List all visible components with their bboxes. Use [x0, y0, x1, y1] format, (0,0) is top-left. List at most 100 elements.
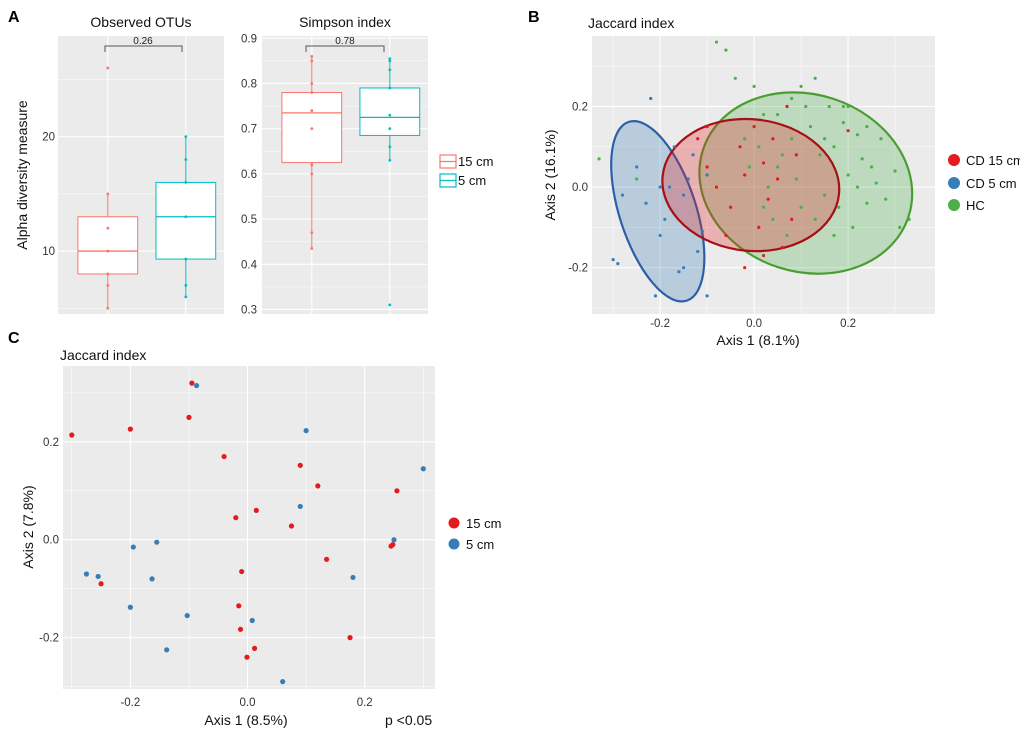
data-point — [394, 488, 400, 494]
data-point — [907, 217, 911, 221]
y-tick-labels-c: -0.2 0.0 0.2 — [39, 437, 59, 645]
data-point — [855, 185, 860, 189]
data-point — [390, 542, 396, 548]
data-point — [98, 581, 104, 587]
data-point — [714, 40, 719, 44]
data-point — [775, 165, 780, 169]
data-point — [780, 245, 784, 250]
data-point — [184, 158, 188, 161]
data-point — [237, 626, 244, 632]
data-point — [757, 225, 761, 229]
data-point — [106, 306, 110, 310]
data-point — [106, 226, 110, 230]
box-iqr — [155, 181, 217, 260]
data-point — [733, 76, 737, 80]
data-point — [827, 104, 831, 109]
points-b — [597, 40, 911, 298]
data-point — [310, 172, 314, 176]
data-point — [790, 137, 794, 141]
data-point — [790, 96, 794, 101]
data-point — [794, 153, 798, 157]
y-tick-label: 10 — [42, 246, 55, 258]
panel-a: A Observed OTUs Alpha diversity measure … — [8, 9, 493, 316]
data-point — [837, 205, 841, 209]
legend-label: 15 cm — [466, 516, 501, 531]
data-point — [682, 266, 686, 270]
data-point — [315, 483, 321, 489]
data-point — [790, 217, 794, 221]
data-point — [95, 573, 101, 580]
data-point — [106, 272, 110, 276]
ellipse-cd-15-cm — [661, 117, 841, 253]
legend-item-hc: HC — [948, 198, 985, 213]
y-tick-label: 0.3 — [241, 304, 257, 316]
y-tick-label: 0.2 — [43, 437, 59, 449]
data-point — [184, 135, 188, 139]
y-tick-label: 20 — [42, 132, 55, 144]
data-point — [714, 185, 719, 189]
data-point — [324, 556, 330, 562]
data-point — [761, 112, 766, 117]
data-point — [127, 426, 133, 432]
boxes-simpson — [281, 54, 421, 307]
x-tick-labels-c: -0.2 0.0 0.2 — [120, 697, 372, 709]
p-value-label: 0.78 — [335, 36, 355, 47]
plot-bg-c — [63, 366, 435, 689]
y-axis-label-c: Axis 2 (7.8%) — [20, 485, 36, 568]
data-point — [253, 507, 259, 513]
data-point — [297, 462, 303, 468]
significance-bracket: 0.26 — [104, 36, 183, 52]
data-point — [635, 165, 639, 169]
data-point — [766, 185, 770, 189]
data-point — [705, 165, 709, 169]
panel-c: C Jaccard index -0.2 0.0 0.2 -0.2 0.0 0.… — [8, 330, 501, 728]
data-point — [752, 84, 756, 88]
data-point — [865, 125, 869, 129]
data-point — [761, 161, 766, 165]
data-point — [822, 137, 827, 141]
data-point — [705, 294, 709, 298]
data-point — [743, 173, 747, 177]
legend-label: 15 cm — [458, 154, 493, 169]
data-point — [236, 603, 242, 609]
legend-label: CD 5 cm — [966, 176, 1017, 191]
y-tick-label: 0.0 — [572, 182, 588, 194]
data-point — [658, 233, 662, 238]
gridlines-c — [63, 366, 435, 689]
data-point — [310, 82, 314, 85]
data-point — [388, 145, 392, 149]
data-point — [682, 193, 686, 197]
data-point — [635, 177, 639, 181]
data-point — [388, 303, 392, 307]
data-point — [310, 127, 314, 131]
y-axis-label-alpha: Alpha diversity measure — [14, 100, 30, 250]
box-5cm — [155, 135, 217, 299]
y-tick-labels-simpson: 0.3 0.4 0.5 0.6 0.7 0.8 0.9 — [241, 33, 258, 316]
legend-c: 15 cm 5 cm — [448, 516, 501, 552]
data-point — [83, 571, 90, 577]
data-point — [69, 432, 75, 438]
data-point — [855, 133, 860, 137]
panel-b: B Jaccard index -0.2 0.0 0.2 -0.2 0.0 0.… — [528, 9, 1020, 348]
data-point — [164, 647, 170, 653]
data-point — [771, 137, 775, 141]
gridlines-simpson — [262, 36, 428, 314]
x-tick-label: -0.2 — [120, 697, 140, 709]
data-point — [775, 177, 780, 181]
legend-label: HC — [966, 198, 985, 213]
box-5cm — [359, 57, 421, 307]
data-point — [841, 104, 845, 109]
gridlines-b — [592, 36, 935, 314]
y-axis-label-b: Axis 2 (16.1%) — [542, 129, 558, 220]
data-point — [677, 270, 681, 274]
ellipse-cd-5-cm — [610, 120, 706, 303]
data-point — [691, 153, 695, 157]
chart-title-b: Jaccard index — [588, 15, 674, 31]
y-tick-label: 0.7 — [241, 124, 257, 136]
data-point — [893, 169, 897, 173]
data-point — [184, 181, 188, 184]
y-tick-label: -0.2 — [568, 263, 588, 275]
ellipse-hc — [698, 91, 914, 275]
legend-item-cd-15cm: CD 15 cm — [948, 153, 1020, 168]
